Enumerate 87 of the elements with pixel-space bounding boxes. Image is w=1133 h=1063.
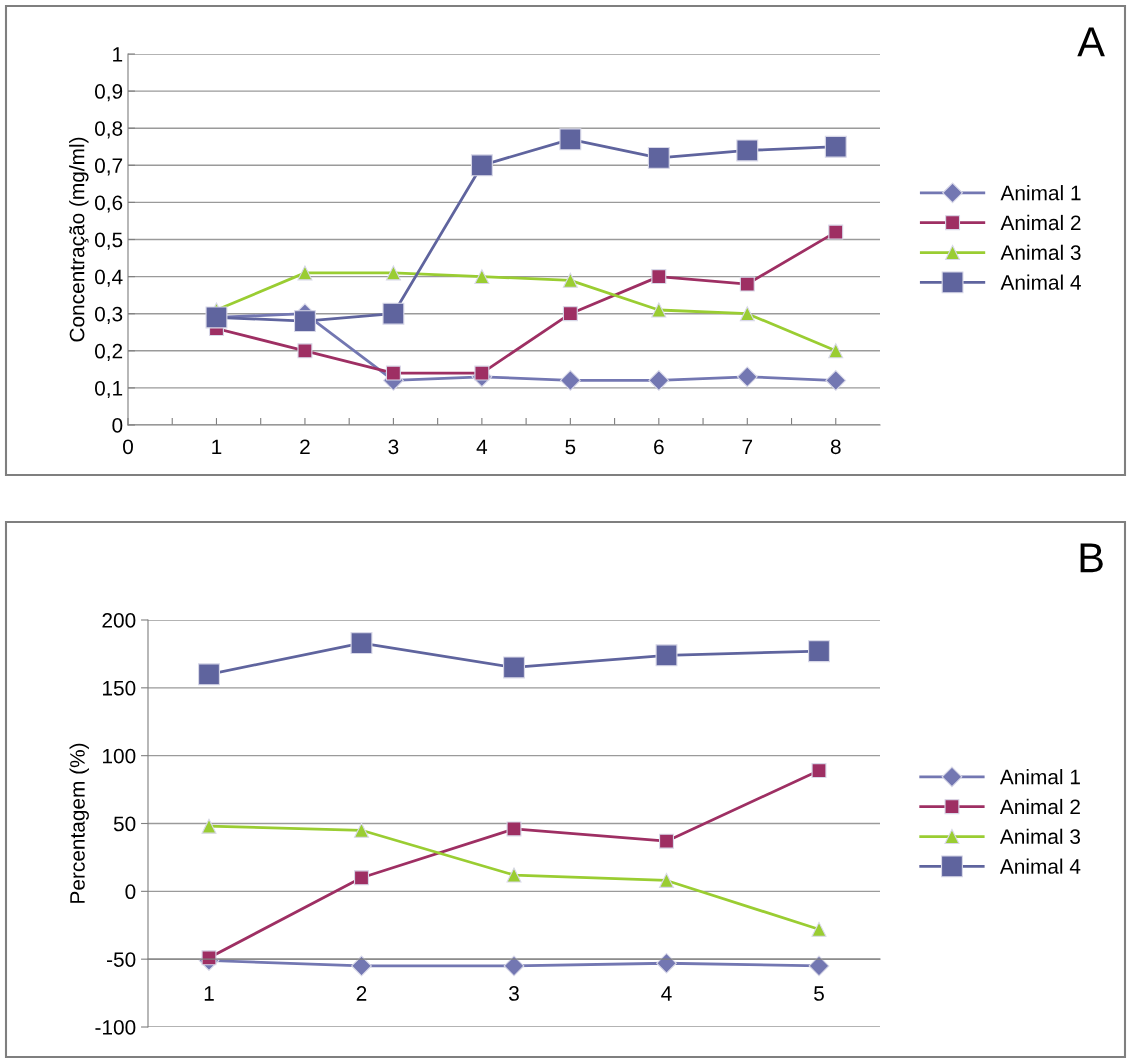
y-axis-title: Percentagem (%) [69, 743, 89, 903]
point [506, 867, 522, 883]
y-tick-label: 150 [103, 680, 136, 696]
point [198, 663, 220, 686]
point [655, 644, 678, 667]
point [297, 265, 313, 281]
point [293, 310, 316, 333]
point [354, 822, 369, 838]
legend-label: Animal 3 [999, 828, 1081, 845]
point [382, 302, 405, 325]
point [559, 128, 582, 151]
point [828, 224, 844, 240]
y-tick-label: 0 [112, 418, 123, 433]
point [651, 302, 667, 318]
x-tick-label: 2 [356, 986, 367, 1001]
x-tick-label: 2 [300, 439, 310, 454]
y-tick-label: 1 [113, 47, 123, 62]
text: B [1080, 543, 1103, 573]
x-tick-label: 4 [661, 986, 672, 1001]
point [828, 343, 844, 359]
x-tick-label: 1 [212, 439, 222, 454]
y-tick-label: 0,4 [94, 269, 123, 287]
legend-label: Animal 3 [1000, 244, 1081, 261]
y-tick-label: 0,3 [94, 306, 123, 324]
y-tick-label: 0,7 [94, 158, 123, 176]
y-tick-label: -100 [95, 1020, 136, 1035]
text: A [1077, 27, 1105, 57]
point [474, 365, 490, 381]
point [808, 955, 830, 977]
point [351, 955, 372, 977]
point [503, 955, 525, 977]
point [201, 818, 217, 834]
point [824, 135, 847, 158]
y-tick-label: 0,5 [94, 232, 123, 250]
point [385, 265, 401, 281]
y-tick-label: 100 [103, 748, 136, 764]
legend-label: Animal 4 [999, 858, 1081, 874]
point [474, 269, 490, 285]
point [354, 870, 369, 886]
point [503, 656, 525, 679]
legend-label: Animal 1 [999, 769, 1080, 785]
legend-label: Animal 2 [1000, 214, 1081, 231]
legend-label: Animal 2 [999, 798, 1080, 815]
point [656, 952, 677, 974]
x-tick-label: 7 [742, 439, 753, 454]
y-tick-label: -50 [107, 952, 136, 967]
point [651, 269, 667, 285]
point [385, 365, 401, 381]
point [470, 154, 493, 177]
legend-label: Animal 4 [1000, 274, 1081, 290]
y-tick-label: 0,2 [94, 343, 123, 362]
x-tick-label: 8 [830, 439, 841, 455]
point [559, 370, 581, 391]
x-tick-label: 5 [565, 439, 576, 455]
point [811, 763, 827, 779]
point [297, 343, 313, 359]
x-tick-label: 3 [509, 986, 519, 1001]
y-tick-label: 0,9 [94, 84, 123, 102]
x-tick-label: 3 [388, 439, 399, 455]
point [562, 306, 578, 322]
point [825, 370, 847, 391]
point [736, 366, 758, 388]
legend-label: Animal 1 [1000, 185, 1081, 201]
point [739, 306, 755, 322]
y-tick-label: 0,8 [94, 121, 123, 139]
y-tick-label: 50 [113, 816, 136, 832]
point [808, 640, 830, 663]
point [739, 276, 755, 292]
x-tick-label: 5 [814, 986, 824, 1001]
point [647, 146, 670, 169]
y-tick-label: 0,6 [94, 195, 123, 213]
point [350, 632, 373, 655]
y-axis-title: Concentração (mg/ml) [69, 137, 89, 342]
point [736, 139, 759, 162]
x-tick-label: 1 [204, 986, 214, 1001]
point [648, 370, 670, 391]
x-tick-label: 4 [476, 439, 488, 454]
point [659, 833, 674, 849]
point [506, 821, 522, 837]
point [659, 872, 674, 888]
point [201, 950, 217, 966]
y-tick-label: 0,1 [94, 380, 123, 399]
y-tick-label: 0 [125, 884, 136, 900]
x-tick-label: 6 [654, 439, 664, 455]
point [562, 272, 578, 288]
y-tick-label: 200 [102, 613, 136, 628]
point [811, 921, 827, 937]
